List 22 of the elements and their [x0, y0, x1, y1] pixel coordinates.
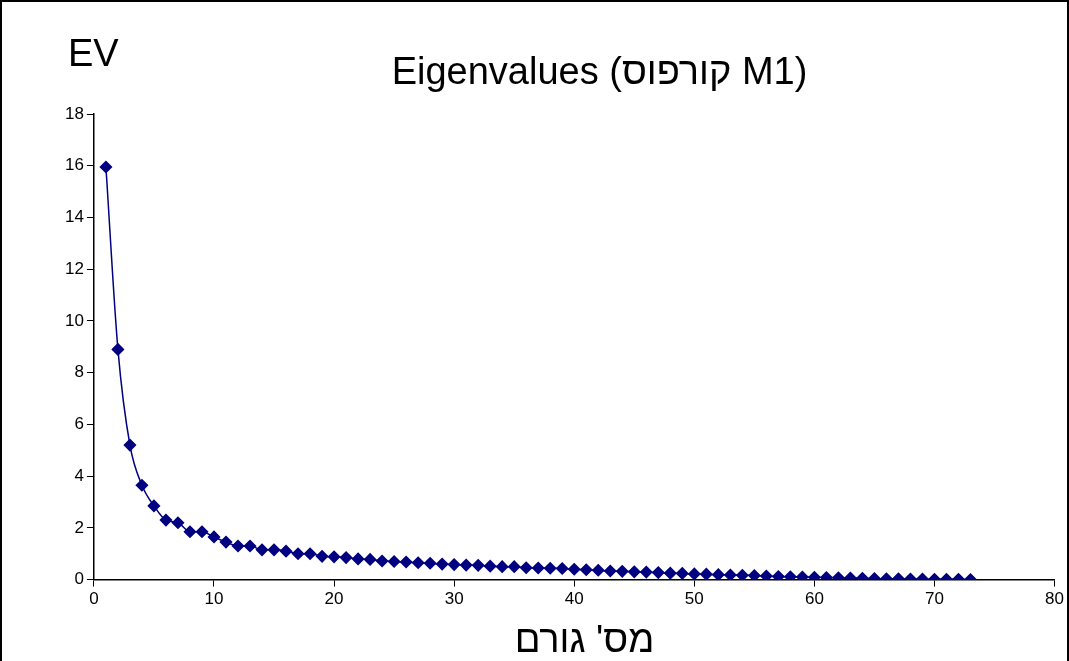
x-tick-label: 50 — [684, 589, 704, 609]
y-tick-label: 12 — [64, 258, 84, 278]
y-axis-title: EV — [68, 32, 119, 75]
y-tick-label: 6 — [74, 414, 84, 434]
x-tick-label: 30 — [444, 589, 464, 609]
y-tick-label: 0 — [74, 569, 84, 589]
x-tick-label: 40 — [564, 589, 584, 609]
x-tick-label: 0 — [89, 589, 99, 609]
y-tick-label: 16 — [64, 155, 84, 175]
y-tick-label: 14 — [64, 207, 84, 227]
y-tick-label: 2 — [74, 517, 84, 537]
x-tick-label: 10 — [204, 589, 224, 609]
y-tick-label: 8 — [74, 362, 84, 382]
y-tick-label: 18 — [64, 103, 84, 123]
x-tick-label: 60 — [804, 589, 824, 609]
x-tick-label: 20 — [324, 589, 344, 609]
x-tick-label: 80 — [1045, 589, 1065, 609]
chart-title: Eigenvalues (קורפוס M1) — [391, 50, 808, 92]
y-tick-label: 4 — [74, 465, 84, 485]
x-tick-label: 70 — [925, 589, 944, 609]
x-axis-title: מס' גורם — [513, 618, 656, 661]
y-tick-label: 10 — [64, 310, 84, 330]
